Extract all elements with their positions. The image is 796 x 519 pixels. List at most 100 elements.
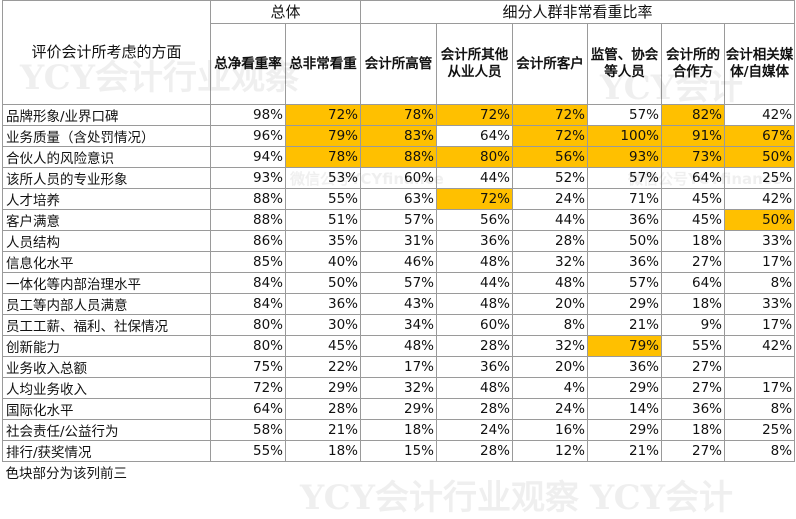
value-cell: 96%: [210, 125, 286, 147]
value-cell: 44%: [512, 209, 589, 231]
value-cell: 80%: [210, 335, 286, 357]
value-cell: 17%: [724, 377, 796, 399]
value-cell: 40%: [284, 251, 362, 273]
row-header-cell: 评价会计所考虑的方面: [2, 0, 211, 105]
value-cell: 48%: [512, 272, 589, 294]
row-label: 业务收入总额: [2, 356, 211, 378]
value-cell: 79%: [284, 125, 362, 147]
value-cell: 78%: [360, 104, 438, 126]
value-cell: 18%: [284, 440, 362, 462]
value-cell: 20%: [512, 293, 589, 315]
column-header-1: 总非常看重: [284, 23, 362, 105]
value-cell: 32%: [512, 251, 589, 273]
value-cell: 31%: [360, 230, 438, 252]
value-cell: 25%: [724, 167, 796, 189]
value-cell: 84%: [210, 272, 286, 294]
value-cell: 48%: [360, 335, 438, 357]
value-cell: 52%: [512, 167, 589, 189]
value-cell: 48%: [436, 377, 514, 399]
value-cell: 28%: [436, 398, 514, 420]
footnote: 色块部分为该列前三: [5, 466, 128, 482]
value-cell: 14%: [587, 398, 663, 420]
value-cell: 15%: [360, 440, 438, 462]
value-cell: 98%: [210, 104, 286, 126]
value-cell: 50%: [284, 272, 362, 294]
value-cell: [724, 356, 796, 378]
value-cell: 50%: [724, 209, 796, 231]
value-cell: 57%: [587, 272, 663, 294]
value-cell: 8%: [724, 272, 796, 294]
row-label: 员工等内部人员满意: [2, 293, 211, 315]
survey-table: 评价会计所考虑的方面 总体 细分人群非常看重比率 总净看重率 总非常看重 会计所高管…: [2, 0, 796, 482]
value-cell: 29%: [587, 419, 663, 441]
value-cell: 67%: [724, 125, 796, 147]
value-cell: 56%: [436, 209, 514, 231]
value-cell: 57%: [587, 167, 663, 189]
value-cell: 44%: [436, 167, 514, 189]
column-header-4: 会计所客户: [512, 23, 589, 105]
group-header-segments: 细分人群非常看重比率: [360, 0, 796, 24]
row-label: 一体化等内部治理水平: [2, 272, 211, 294]
table-row: 信息化水平 85% 40% 46% 48% 32% 36% 27% 17%: [2, 251, 796, 273]
column-header-0: 总净看重率: [210, 23, 286, 105]
value-cell: 55%: [284, 188, 362, 210]
value-cell: 17%: [724, 251, 796, 273]
value-cell: 64%: [661, 272, 726, 294]
table-row: 员工等内部人员满意 84% 36% 43% 48% 20% 29% 18% 33%: [2, 293, 796, 315]
value-cell: 33%: [724, 293, 796, 315]
table-row: 该所人员的专业形象 93% 53% 60% 44% 52% 57% 64% 25%: [2, 167, 796, 189]
value-cell: 64%: [436, 125, 514, 147]
value-cell: 18%: [360, 419, 438, 441]
value-cell: 27%: [661, 356, 726, 378]
value-cell: 8%: [724, 398, 796, 420]
value-cell: 72%: [436, 188, 514, 210]
value-cell: 28%: [436, 335, 514, 357]
value-cell: 86%: [210, 230, 286, 252]
value-cell: 27%: [661, 377, 726, 399]
value-cell: 24%: [436, 419, 514, 441]
value-cell: 32%: [512, 335, 589, 357]
value-cell: 21%: [284, 419, 362, 441]
value-cell: 82%: [661, 104, 726, 126]
value-cell: 80%: [210, 314, 286, 336]
footnote-row: 色块部分为该列前三: [3, 462, 795, 482]
table-row: 品牌形象/业界口碑 98% 72% 78% 72% 72% 57% 82% 42%: [2, 104, 796, 126]
value-cell: 17%: [360, 356, 438, 378]
table-row: 国际化水平 64% 28% 29% 28% 24% 14% 36% 8%: [2, 398, 796, 420]
column-header-2: 会计所高管: [360, 23, 438, 105]
table-row: 人才培养 88% 55% 63% 72% 24% 71% 45% 42%: [2, 188, 796, 210]
value-cell: 24%: [512, 398, 589, 420]
value-cell: 79%: [587, 335, 663, 357]
value-cell: 8%: [724, 440, 796, 462]
column-header-5: 监管、协会等人员: [587, 23, 663, 105]
table-row: 业务收入总额 75% 22% 17% 36% 20% 36% 27%: [2, 356, 796, 378]
value-cell: 27%: [661, 251, 726, 273]
value-cell: 64%: [210, 398, 286, 420]
value-cell: 21%: [587, 314, 663, 336]
value-cell: 45%: [661, 188, 726, 210]
value-cell: 55%: [661, 335, 726, 357]
value-cell: 58%: [210, 419, 286, 441]
value-cell: 72%: [512, 125, 589, 147]
value-cell: 42%: [724, 188, 796, 210]
value-cell: 71%: [587, 188, 663, 210]
value-cell: 46%: [360, 251, 438, 273]
value-cell: 17%: [724, 314, 796, 336]
group-header-overall: 总体: [209, 0, 362, 24]
value-cell: 9%: [661, 314, 726, 336]
table-row: 合伙人的风险意识 94% 78% 88% 80% 56% 93% 73% 50%: [2, 146, 796, 168]
value-cell: 45%: [284, 335, 362, 357]
value-cell: 100%: [587, 125, 663, 147]
value-cell: 42%: [724, 335, 796, 357]
value-cell: 33%: [724, 230, 796, 252]
value-cell: 22%: [284, 356, 362, 378]
column-header-6: 会计所的合作方: [661, 23, 726, 105]
value-cell: 42%: [724, 104, 796, 126]
value-cell: 29%: [587, 293, 663, 315]
value-cell: 36%: [661, 398, 726, 420]
value-cell: 48%: [436, 293, 514, 315]
value-cell: 18%: [661, 230, 726, 252]
row-label: 客户满意: [2, 209, 211, 231]
value-cell: 50%: [724, 146, 796, 168]
value-cell: 91%: [661, 125, 726, 147]
